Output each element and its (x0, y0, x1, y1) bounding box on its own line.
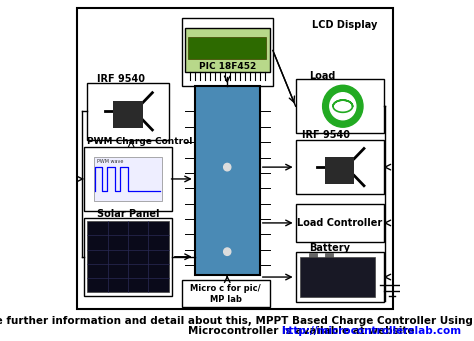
Circle shape (323, 85, 363, 127)
FancyBboxPatch shape (113, 101, 143, 128)
FancyBboxPatch shape (94, 157, 162, 201)
FancyBboxPatch shape (77, 8, 393, 309)
FancyBboxPatch shape (188, 37, 266, 59)
FancyBboxPatch shape (296, 252, 383, 302)
Text: Micro c for pic/
MP lab: Micro c for pic/ MP lab (190, 284, 261, 303)
Text: LCD Display: LCD Display (312, 20, 377, 30)
FancyBboxPatch shape (87, 83, 169, 140)
Text: IRF 9540: IRF 9540 (302, 130, 350, 140)
Circle shape (330, 93, 356, 120)
FancyBboxPatch shape (325, 253, 333, 260)
FancyBboxPatch shape (296, 140, 383, 194)
FancyBboxPatch shape (296, 79, 383, 133)
FancyBboxPatch shape (309, 253, 317, 260)
Circle shape (224, 248, 231, 255)
FancyBboxPatch shape (185, 28, 270, 72)
Text: Microcontroller is available at website: Microcontroller is available at website (188, 326, 418, 336)
Text: PWM wave: PWM wave (97, 159, 123, 164)
Text: Load Controller: Load Controller (297, 218, 382, 228)
Text: Battery: Battery (309, 243, 350, 253)
FancyBboxPatch shape (84, 147, 172, 211)
FancyBboxPatch shape (87, 221, 169, 292)
FancyBboxPatch shape (325, 157, 354, 184)
FancyBboxPatch shape (195, 86, 260, 275)
Text: http://microcontrollerslab.com: http://microcontrollerslab.com (281, 326, 461, 336)
Text: IRF 9540: IRF 9540 (97, 74, 145, 84)
FancyBboxPatch shape (301, 257, 375, 297)
Text: Load: Load (309, 71, 335, 81)
Circle shape (224, 163, 231, 171)
FancyBboxPatch shape (296, 204, 383, 241)
Text: Solar Panel: Solar Panel (97, 209, 160, 220)
Text: The further information and detail about this, MPPT Based Charge Controller Usin: The further information and detail about… (0, 316, 474, 326)
Text: PWM Charge Control: PWM Charge Control (87, 137, 192, 146)
FancyBboxPatch shape (84, 218, 172, 296)
Text: Microcontroller
PIC 18F452: Microcontroller PIC 18F452 (188, 51, 266, 71)
FancyBboxPatch shape (182, 280, 270, 308)
